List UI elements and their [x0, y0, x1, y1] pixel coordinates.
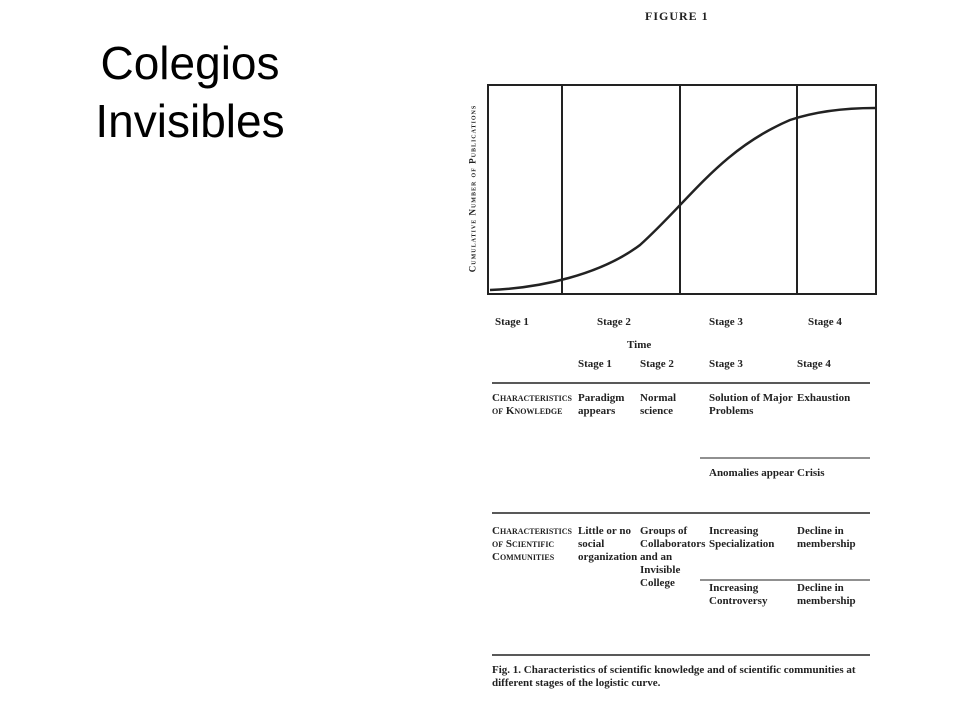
table-cell: Groups of Collaborators and an Invisible… — [640, 525, 706, 589]
table-cell: Exhaustion — [797, 392, 851, 404]
column-header: Stage 2 — [640, 358, 674, 370]
table-cell: Solution of Major Problems — [709, 392, 793, 417]
row-label: Characteristics of Knowledge — [492, 392, 572, 417]
slide-title: Colegios Invisibles — [95, 37, 285, 147]
table-cell: Decline in membership — [797, 525, 856, 550]
logistic-curve — [489, 106, 876, 292]
stage-label: Stage 3 — [709, 316, 743, 328]
table-cell: Normal science — [640, 392, 677, 417]
column-header: Stage 4 — [797, 358, 831, 370]
stage-label: Stage 4 — [808, 316, 842, 328]
figure-label: FIGURE 1 — [645, 9, 709, 23]
table-cell: Increasing Specialization — [709, 525, 775, 550]
x-axis-label: Time — [627, 339, 652, 351]
table-cell: Anomalies appear — [709, 467, 795, 479]
table-cell: Paradigm appears — [578, 392, 625, 417]
y-axis-label: Cumulative Number of Publications — [467, 104, 478, 273]
table-cell: Little or no social organization — [578, 525, 638, 563]
table-cell: Decline in membership — [797, 582, 856, 607]
stage-label: Stage 2 — [597, 316, 631, 328]
column-header: Stage 3 — [709, 358, 743, 370]
column-header: Stage 1 — [578, 358, 612, 370]
row-label: Characteristics of Scientific Communitie… — [492, 525, 572, 563]
table-cell: Crisis — [797, 467, 825, 479]
stage-label: Stage 1 — [495, 316, 529, 328]
table-cell: Increasing Controversy — [709, 582, 768, 607]
caption: Fig. 1. Characteristics of scientific kn… — [492, 664, 856, 689]
